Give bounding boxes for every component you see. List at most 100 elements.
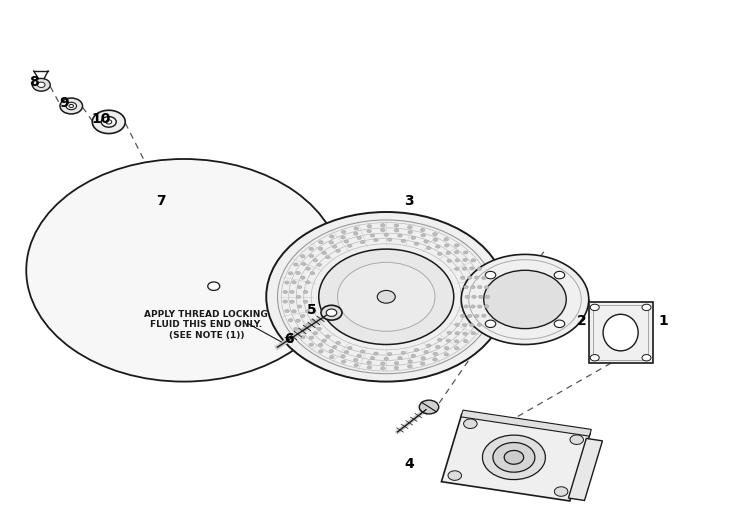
- Circle shape: [329, 356, 334, 359]
- Circle shape: [353, 358, 358, 361]
- Bar: [568, 438, 602, 500]
- Circle shape: [454, 347, 459, 350]
- Circle shape: [477, 323, 482, 326]
- Circle shape: [368, 366, 372, 369]
- Circle shape: [332, 245, 337, 248]
- Circle shape: [380, 367, 385, 370]
- Circle shape: [380, 224, 385, 227]
- Circle shape: [319, 249, 454, 344]
- Circle shape: [471, 259, 476, 262]
- Circle shape: [421, 228, 425, 232]
- Circle shape: [294, 263, 298, 266]
- Circle shape: [292, 281, 296, 284]
- Circle shape: [302, 328, 306, 331]
- Circle shape: [482, 314, 486, 317]
- Circle shape: [570, 435, 584, 445]
- Circle shape: [336, 341, 340, 344]
- Circle shape: [360, 350, 364, 353]
- Circle shape: [292, 310, 296, 313]
- Circle shape: [368, 225, 372, 228]
- Bar: [461, 410, 591, 436]
- Text: 9: 9: [59, 96, 68, 110]
- Circle shape: [411, 236, 416, 240]
- Circle shape: [447, 259, 452, 262]
- Text: eReplacementParts.com: eReplacementParts.com: [298, 272, 452, 285]
- Circle shape: [326, 255, 330, 259]
- Circle shape: [463, 332, 467, 335]
- Circle shape: [407, 226, 412, 229]
- Circle shape: [306, 323, 310, 326]
- Circle shape: [437, 252, 442, 255]
- Circle shape: [340, 236, 345, 239]
- Circle shape: [471, 332, 476, 335]
- Circle shape: [465, 295, 470, 298]
- Circle shape: [407, 365, 412, 368]
- Circle shape: [484, 286, 489, 289]
- Text: 5: 5: [306, 303, 316, 317]
- Circle shape: [384, 357, 388, 360]
- Circle shape: [445, 347, 449, 350]
- Circle shape: [433, 352, 438, 356]
- Circle shape: [329, 241, 334, 244]
- Circle shape: [370, 234, 375, 237]
- Circle shape: [332, 346, 337, 349]
- Circle shape: [467, 314, 472, 317]
- Text: 1: 1: [658, 314, 669, 328]
- Circle shape: [454, 244, 459, 247]
- Circle shape: [394, 366, 399, 369]
- Circle shape: [471, 286, 476, 289]
- Text: 4: 4: [404, 457, 414, 471]
- Circle shape: [329, 349, 334, 352]
- Circle shape: [436, 245, 440, 248]
- Circle shape: [478, 305, 482, 308]
- Circle shape: [283, 300, 287, 303]
- Circle shape: [444, 353, 448, 356]
- Circle shape: [354, 227, 358, 230]
- Circle shape: [467, 276, 472, 279]
- Text: 6: 6: [284, 332, 293, 346]
- Circle shape: [283, 290, 287, 294]
- Circle shape: [446, 251, 451, 254]
- Circle shape: [303, 300, 307, 303]
- Text: 2: 2: [576, 314, 586, 328]
- Circle shape: [303, 290, 307, 294]
- Circle shape: [482, 435, 545, 480]
- Circle shape: [374, 238, 378, 242]
- Circle shape: [296, 271, 300, 275]
- Circle shape: [380, 362, 385, 365]
- Circle shape: [354, 364, 358, 367]
- Circle shape: [464, 305, 468, 308]
- Circle shape: [313, 259, 317, 262]
- Circle shape: [462, 323, 466, 326]
- Circle shape: [401, 351, 406, 355]
- Circle shape: [380, 228, 385, 232]
- Circle shape: [464, 286, 468, 289]
- Circle shape: [554, 320, 565, 328]
- Circle shape: [472, 295, 476, 298]
- Circle shape: [66, 102, 76, 110]
- Circle shape: [360, 241, 364, 244]
- Circle shape: [377, 290, 395, 303]
- Circle shape: [347, 244, 352, 248]
- Circle shape: [266, 212, 506, 382]
- Circle shape: [306, 267, 310, 270]
- Circle shape: [444, 237, 448, 241]
- Circle shape: [433, 358, 437, 361]
- Circle shape: [454, 340, 459, 343]
- Circle shape: [290, 290, 294, 294]
- Circle shape: [454, 323, 459, 326]
- Circle shape: [421, 357, 425, 360]
- Circle shape: [319, 350, 323, 353]
- Circle shape: [394, 229, 399, 232]
- Circle shape: [419, 400, 439, 414]
- Circle shape: [294, 328, 298, 331]
- Circle shape: [464, 340, 468, 343]
- Circle shape: [408, 360, 413, 363]
- Text: 8: 8: [28, 75, 39, 89]
- Circle shape: [478, 286, 482, 289]
- Circle shape: [26, 159, 341, 382]
- Circle shape: [446, 339, 451, 342]
- Circle shape: [471, 305, 476, 308]
- Circle shape: [408, 231, 413, 234]
- Circle shape: [285, 281, 290, 284]
